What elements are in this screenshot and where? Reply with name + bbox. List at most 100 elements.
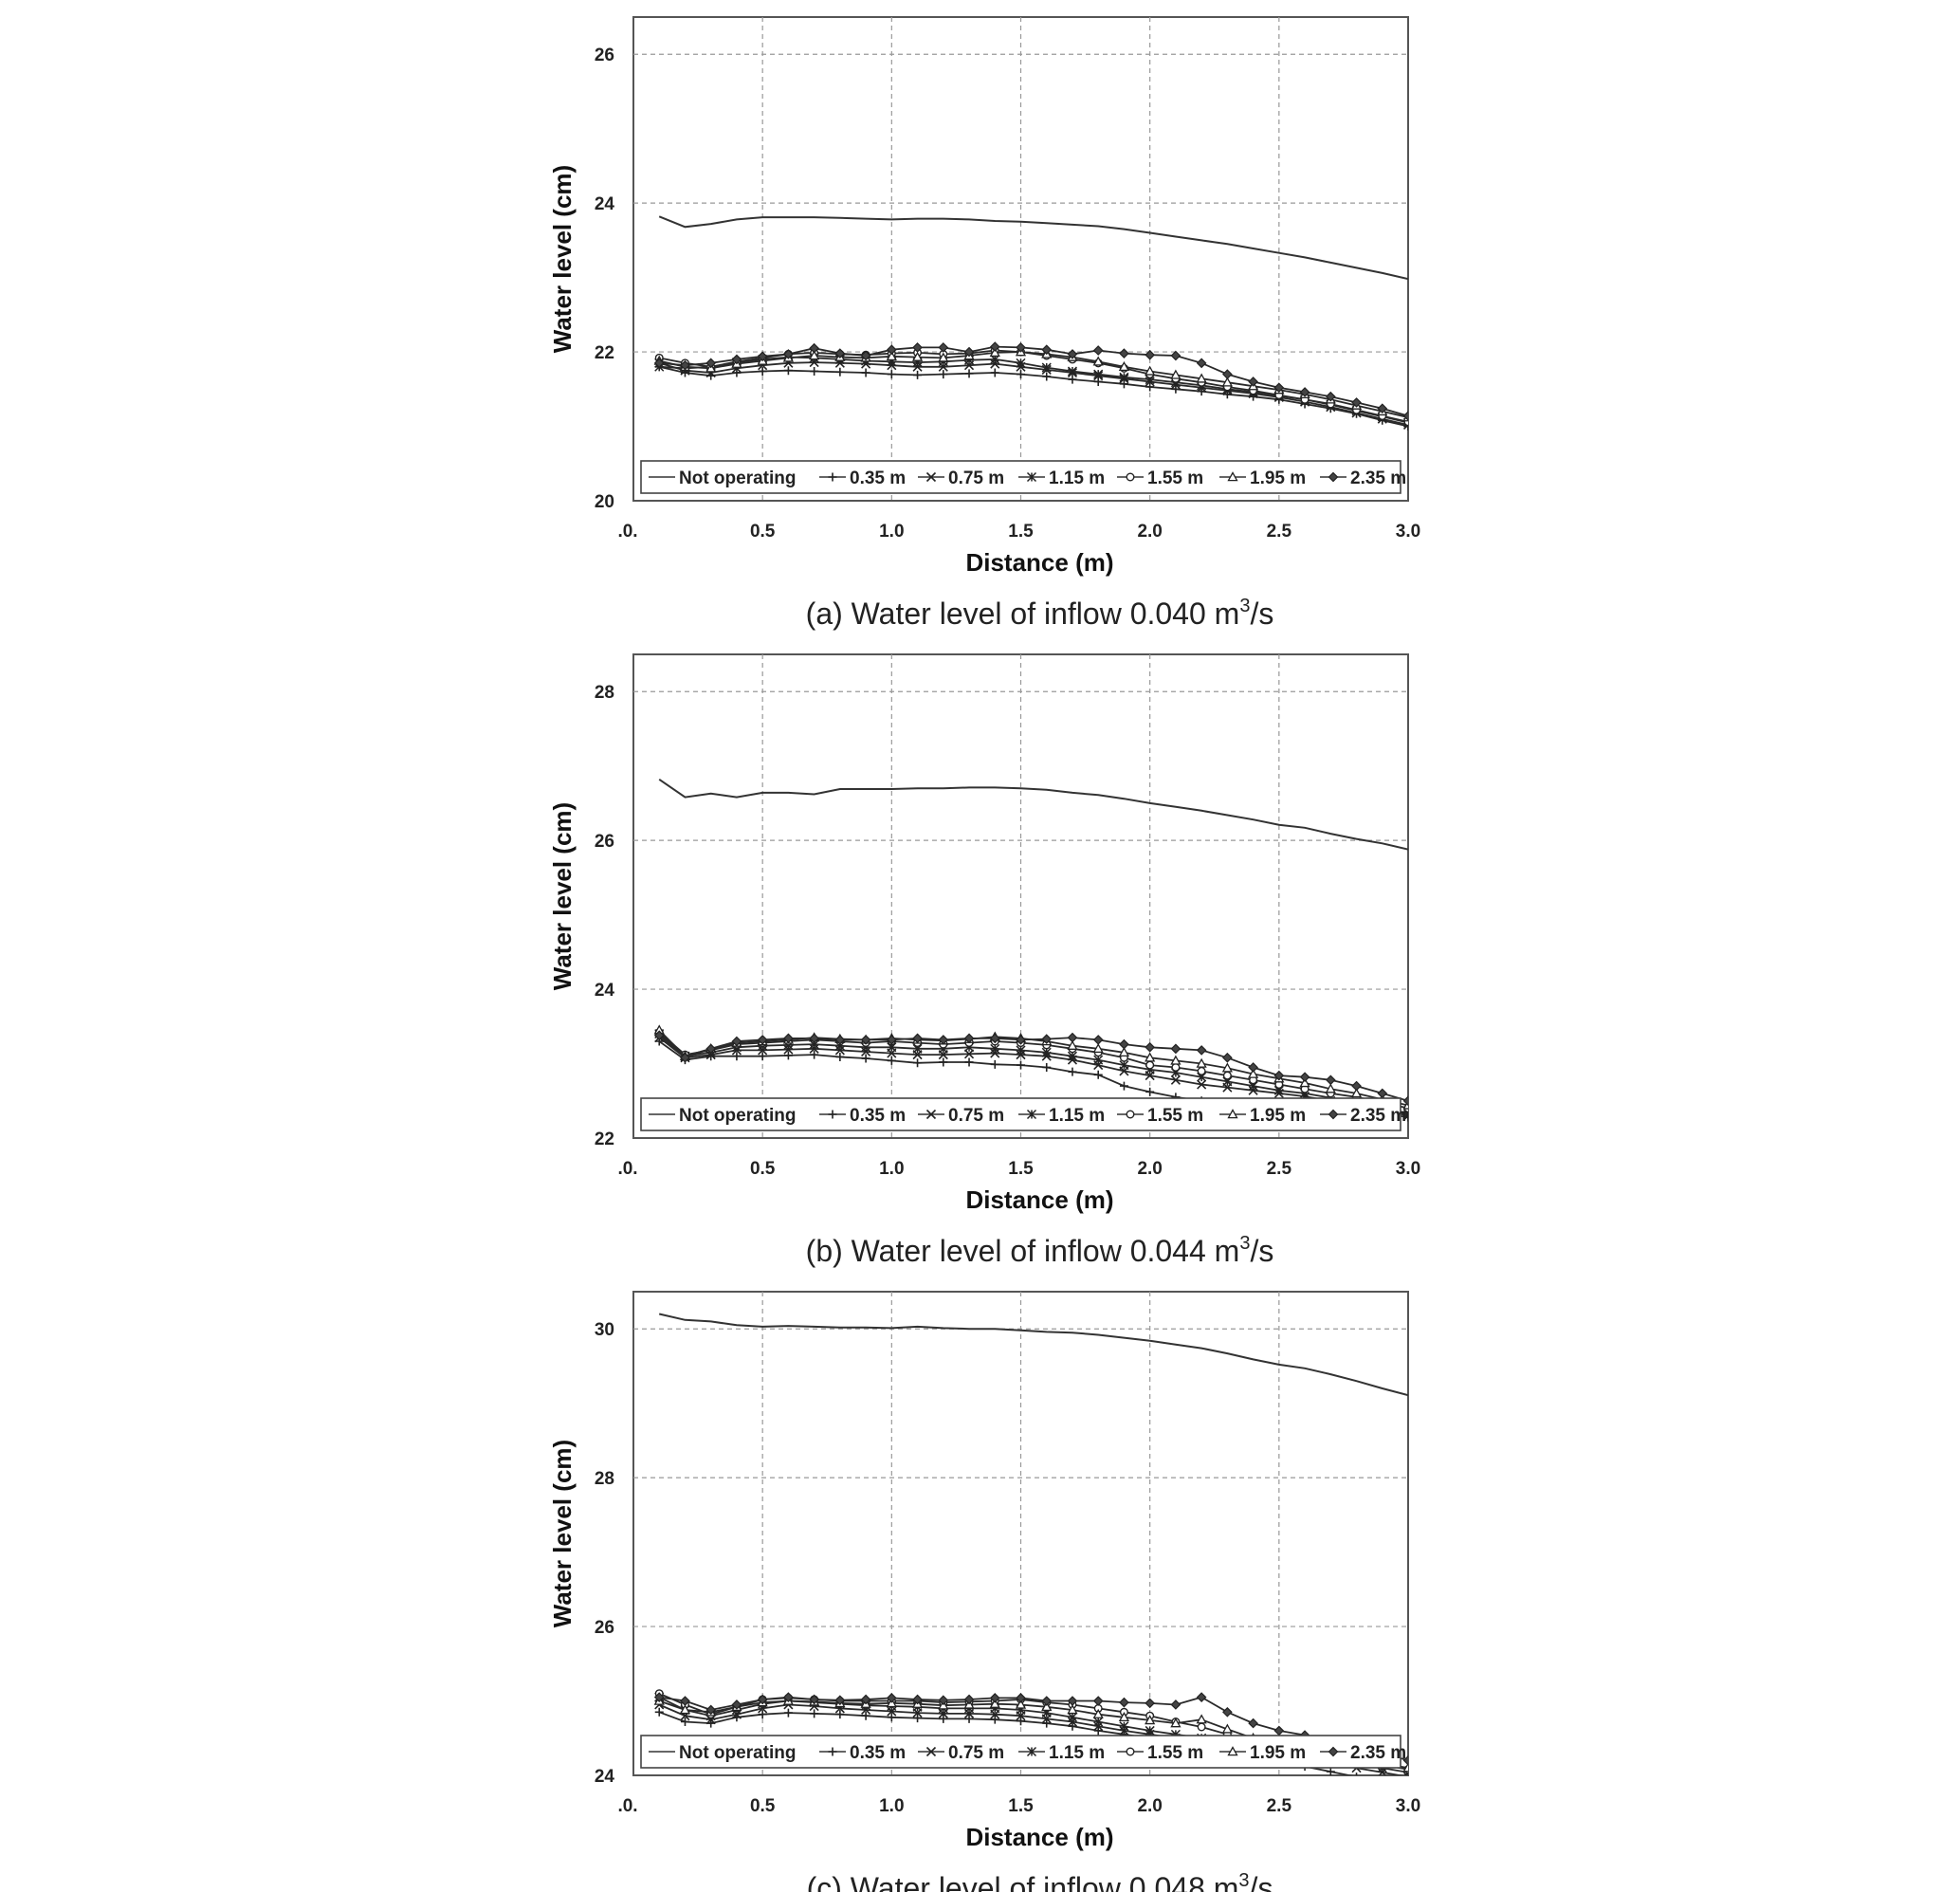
x-axis-label: Distance (m) bbox=[965, 1823, 1113, 1851]
legend-label-2: 0.75 m bbox=[948, 1743, 1004, 1763]
series-point-6 bbox=[1170, 1043, 1181, 1055]
y-tick-label: 22 bbox=[595, 1130, 614, 1149]
x-tick-label: 1.5 bbox=[1008, 522, 1034, 542]
series-line-0 bbox=[658, 1313, 1408, 1397]
series-point-5 bbox=[989, 347, 1000, 358]
y-tick-label: 26 bbox=[595, 46, 614, 65]
y-tick-label: 26 bbox=[595, 1618, 614, 1638]
series-point-1 bbox=[1042, 1062, 1052, 1072]
series-point-6 bbox=[1170, 350, 1181, 361]
y-tick-label: 28 bbox=[595, 683, 614, 703]
series-point-5 bbox=[1092, 356, 1104, 366]
series-point-1 bbox=[835, 367, 845, 377]
series-point-5 bbox=[1221, 1062, 1233, 1073]
series-point-6 bbox=[1351, 1080, 1362, 1092]
series-point-6 bbox=[1119, 1697, 1129, 1708]
y-tick-label: 28 bbox=[595, 1469, 614, 1489]
series-point-1 bbox=[810, 366, 819, 376]
series-point-2 bbox=[834, 1045, 845, 1056]
series-point-6 bbox=[653, 1030, 665, 1041]
series-point-1 bbox=[654, 1707, 664, 1717]
legend-label-2: 0.75 m bbox=[948, 468, 1004, 488]
series-point-6 bbox=[1402, 1095, 1408, 1107]
series-point-5 bbox=[886, 350, 897, 361]
legend-label-5: 1.95 m bbox=[1250, 1106, 1306, 1126]
series-point-1 bbox=[913, 1714, 923, 1723]
series-point-5 bbox=[1247, 1068, 1259, 1078]
series-point-5 bbox=[1145, 1715, 1156, 1725]
series-point-6 bbox=[731, 1699, 742, 1710]
legend-label-6: 2.35 m bbox=[1350, 468, 1406, 488]
series-line-5 bbox=[658, 351, 1408, 418]
series-point-1 bbox=[1017, 370, 1025, 379]
legend-label-0: Not operating bbox=[679, 1743, 797, 1763]
legend-label-1: 0.35 m bbox=[850, 1106, 906, 1126]
x-tick-label: 2.0 bbox=[1137, 1796, 1162, 1816]
series-point-6 bbox=[680, 1696, 690, 1706]
series-point-2 bbox=[1197, 1079, 1207, 1090]
series-point-6 bbox=[1377, 403, 1388, 414]
series-point-1 bbox=[964, 369, 974, 378]
legend-marker-1 bbox=[828, 1110, 837, 1119]
series-point-2 bbox=[1248, 1085, 1258, 1095]
x-tick-label: 2.5 bbox=[1267, 1796, 1292, 1816]
legend-label-4: 1.55 m bbox=[1147, 468, 1203, 488]
caption-main: (c) Water level of inflow 0.048 m bbox=[807, 1871, 1239, 1892]
series-point-6 bbox=[1145, 1698, 1156, 1709]
series-point-5 bbox=[1170, 369, 1181, 379]
legend-marker-1 bbox=[828, 472, 837, 482]
legend-label-5: 1.95 m bbox=[1250, 468, 1306, 488]
series-point-5 bbox=[679, 1704, 691, 1715]
series-point-1 bbox=[1068, 1067, 1077, 1076]
series-point-2 bbox=[990, 1048, 1000, 1058]
legend-marker-5 bbox=[1227, 471, 1238, 482]
series-point-3 bbox=[1016, 358, 1026, 368]
series-point-2 bbox=[1016, 1050, 1026, 1060]
series-point-6 bbox=[1119, 348, 1129, 358]
chart-panel-a: 20 22 24 26 .0. 0.5 1.0 1.5 2.0 2.5 3.0 Distance (m… bbox=[548, 16, 1420, 631]
series-point-5 bbox=[1118, 360, 1130, 372]
series-point-2 bbox=[861, 1046, 871, 1057]
series-point-6 bbox=[1016, 1035, 1026, 1045]
legend-label-4: 1.55 m bbox=[1147, 1106, 1203, 1126]
series-point-2 bbox=[758, 1045, 768, 1056]
series-point-6 bbox=[1196, 1692, 1207, 1702]
series-point-5 bbox=[911, 351, 924, 361]
series-point-6 bbox=[912, 1033, 923, 1044]
x-axis-label: Distance (m) bbox=[965, 548, 1113, 577]
series-point-5 bbox=[1196, 1057, 1207, 1068]
x-tick-label: 3.0 bbox=[1396, 522, 1420, 542]
series-group bbox=[653, 215, 1408, 432]
series-point-6 bbox=[834, 1035, 846, 1045]
legend-marker-3 bbox=[1026, 471, 1037, 483]
series-point-5 bbox=[938, 352, 949, 362]
legend-marker-2 bbox=[925, 1746, 937, 1757]
y-axis-label: Water level (cm) bbox=[548, 1440, 577, 1627]
series-point-6 bbox=[705, 358, 717, 369]
legend-marker-4 bbox=[1126, 1747, 1135, 1756]
caption-tail: /s bbox=[1250, 597, 1273, 631]
series-point-1 bbox=[835, 1052, 845, 1061]
series-point-6 bbox=[705, 1043, 717, 1055]
series-point-5 bbox=[1067, 1039, 1078, 1050]
series-point-6 bbox=[1248, 377, 1258, 387]
legend-label-0: Not operating bbox=[679, 468, 797, 488]
series-point-2 bbox=[809, 1043, 819, 1054]
series-point-6 bbox=[1092, 345, 1104, 356]
series-point-1 bbox=[1145, 1087, 1155, 1096]
series-point-1 bbox=[1093, 377, 1103, 386]
series-point-5 bbox=[1041, 1700, 1053, 1712]
series-point-6 bbox=[809, 1033, 819, 1044]
series-point-6 bbox=[912, 1694, 923, 1705]
legend-marker-6 bbox=[1328, 1109, 1339, 1120]
series-point-1 bbox=[1068, 375, 1077, 384]
series-point-6 bbox=[1325, 1075, 1336, 1086]
series-point-6 bbox=[860, 1694, 871, 1705]
series-point-1 bbox=[783, 366, 793, 376]
series-point-1 bbox=[939, 1714, 948, 1723]
caption-superscript: 3 bbox=[1239, 1233, 1250, 1254]
series-point-3 bbox=[1145, 1725, 1155, 1736]
series-point-6 bbox=[809, 342, 819, 354]
series-point-2 bbox=[1402, 1772, 1408, 1775]
